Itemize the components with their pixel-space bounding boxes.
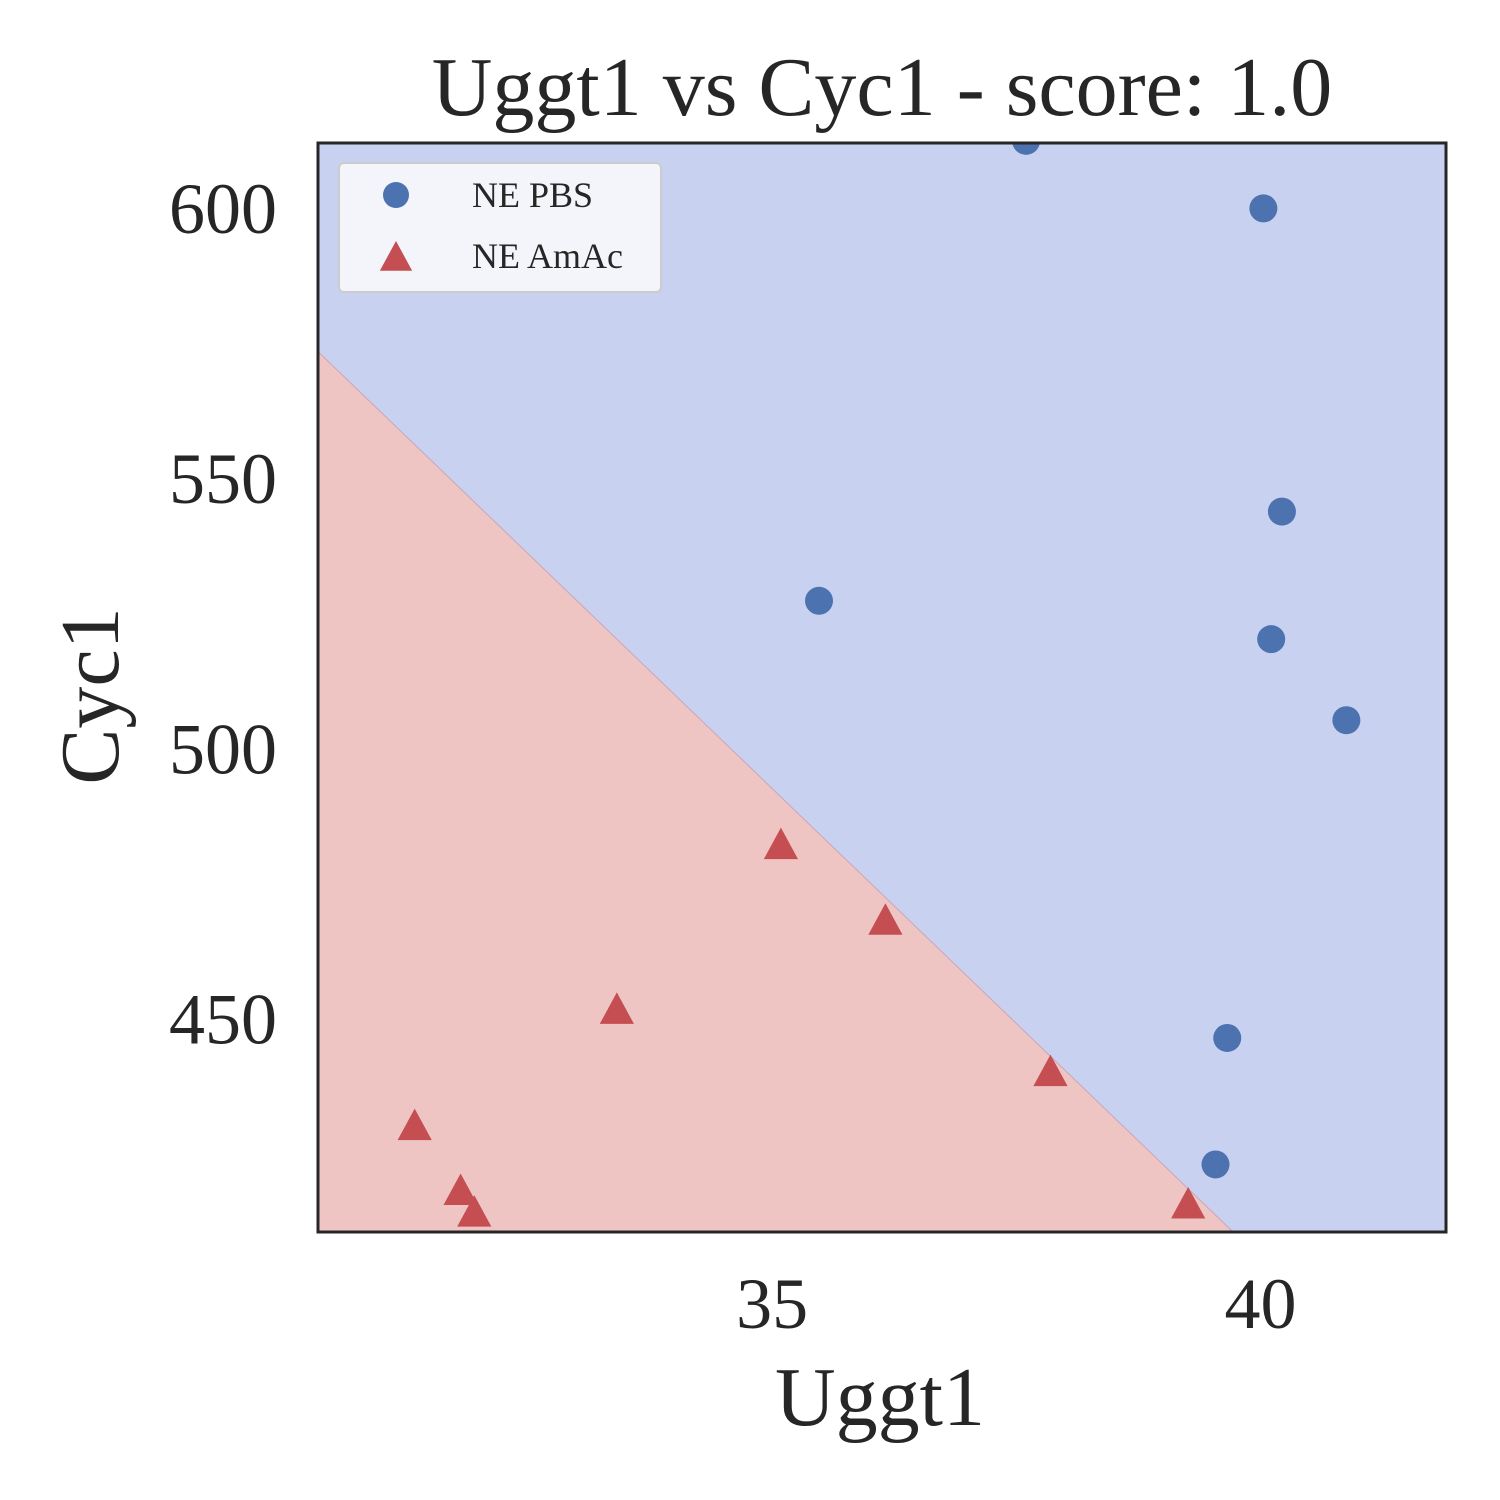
x-tick-label: 35 bbox=[736, 1264, 808, 1344]
y-axis-label: Cyc1 bbox=[44, 607, 137, 784]
point-ne-amac bbox=[443, 1173, 478, 1205]
legend-box bbox=[338, 162, 662, 293]
point-ne-pbs bbox=[1012, 143, 1040, 155]
legend: NE PBS NE AmAc bbox=[338, 162, 662, 293]
point-ne-amac bbox=[1171, 1186, 1206, 1219]
y-tick-label: 500 bbox=[169, 709, 277, 789]
decision-boundary bbox=[318, 351, 1234, 1232]
point-ne-pbs bbox=[1267, 497, 1296, 526]
point-ne-amac bbox=[868, 903, 903, 935]
legend-label: NE AmAc bbox=[472, 236, 623, 276]
point-ne-pbs bbox=[1257, 625, 1286, 654]
point-ne-pbs bbox=[805, 586, 834, 615]
point-ne-pbs bbox=[1332, 706, 1361, 735]
point-ne-amac bbox=[763, 827, 799, 860]
x-axis-ticks: 35 40 bbox=[736, 1264, 1296, 1344]
point-ne-amac bbox=[1033, 1054, 1068, 1087]
y-tick-label: 600 bbox=[169, 169, 277, 249]
point-ne-amac bbox=[397, 1108, 432, 1141]
point-ne-pbs bbox=[1249, 194, 1278, 223]
decision-regions bbox=[318, 143, 1446, 1232]
y-axis-ticks: 450 500 550 600 bbox=[169, 169, 277, 1060]
y-tick-label: 550 bbox=[169, 439, 277, 519]
point-ne-pbs bbox=[1201, 1150, 1230, 1179]
point-ne-amac bbox=[599, 992, 634, 1024]
x-axis-label: Uggt1 bbox=[775, 1351, 985, 1444]
y-tick-label: 450 bbox=[169, 980, 277, 1060]
chart-title: Uggt1 vs Cyc1 - score: 1.0 bbox=[432, 41, 1333, 134]
legend-marker-circle bbox=[383, 182, 409, 208]
legend-label: NE PBS bbox=[472, 175, 593, 215]
plot-frame bbox=[316, 141, 1448, 1234]
data-points bbox=[397, 143, 1361, 1227]
point-ne-pbs bbox=[1213, 1023, 1242, 1052]
point-ne-amac bbox=[457, 1195, 492, 1227]
x-tick-label: 40 bbox=[1224, 1264, 1296, 1344]
legend-marker-triangle bbox=[379, 241, 413, 271]
region-ne-pbs bbox=[318, 143, 1446, 1232]
